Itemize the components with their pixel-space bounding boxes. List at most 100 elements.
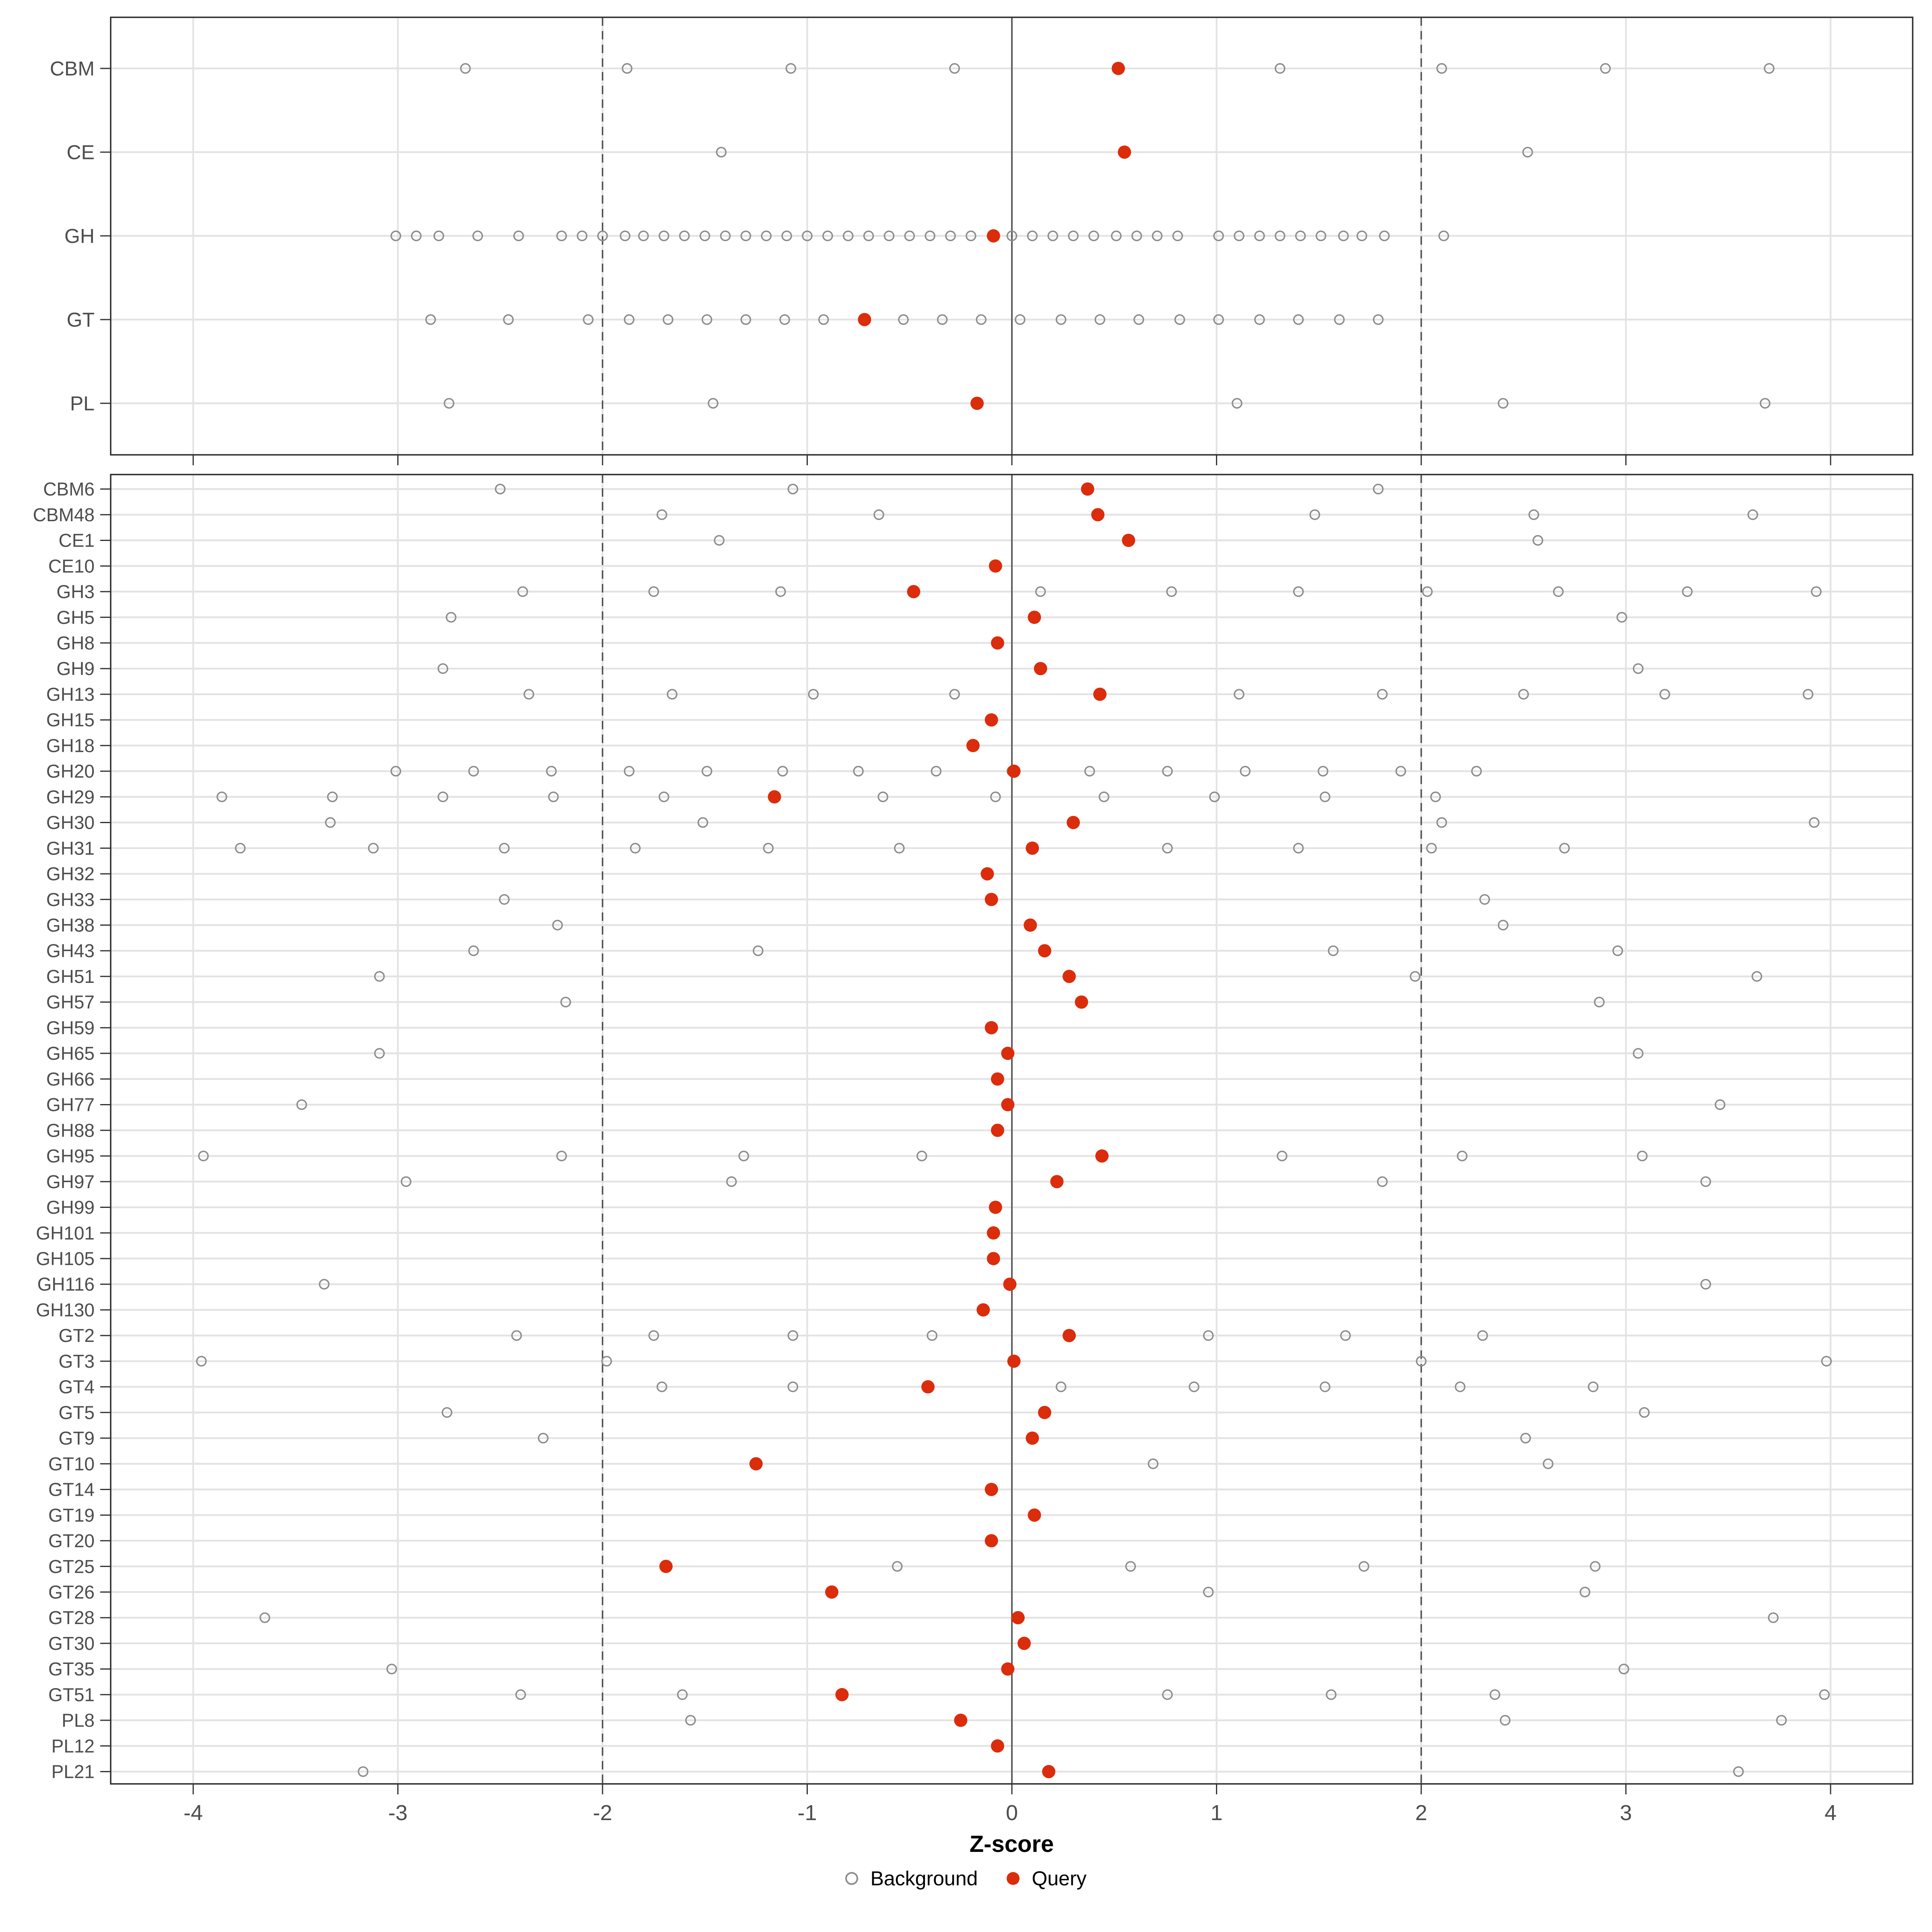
legend-label-background: Background bbox=[870, 1867, 978, 1890]
background-point bbox=[1559, 842, 1570, 854]
row-label: GH99 bbox=[46, 1197, 95, 1218]
background-point bbox=[1612, 945, 1623, 956]
background-point bbox=[523, 689, 535, 700]
row-label: PL8 bbox=[62, 1710, 95, 1731]
query-point bbox=[991, 1739, 1004, 1753]
background-point bbox=[1489, 1689, 1501, 1700]
background-point bbox=[1015, 314, 1026, 325]
background-point bbox=[1639, 1407, 1650, 1418]
row-label: GT14 bbox=[48, 1479, 95, 1500]
query-filled-circle-icon bbox=[1007, 1872, 1020, 1885]
row-label: GH20 bbox=[46, 761, 95, 782]
background-point bbox=[1528, 509, 1539, 520]
background-point bbox=[1254, 230, 1265, 242]
background-point bbox=[931, 766, 942, 777]
background-point bbox=[898, 314, 909, 325]
background-point bbox=[740, 314, 751, 325]
background-point bbox=[1209, 791, 1220, 803]
query-point bbox=[1038, 1406, 1051, 1419]
query-point bbox=[1011, 1611, 1025, 1624]
background-point bbox=[927, 1330, 937, 1341]
row-label: GH105 bbox=[36, 1248, 95, 1269]
background-point bbox=[648, 1330, 659, 1341]
row-label: GT5 bbox=[59, 1402, 95, 1423]
background-point bbox=[517, 586, 528, 597]
row-label: CE10 bbox=[48, 555, 95, 576]
background-point bbox=[656, 1381, 667, 1392]
query-point bbox=[1111, 62, 1125, 75]
row-label: GH43 bbox=[46, 940, 95, 961]
background-point bbox=[583, 314, 594, 325]
row-label: GT bbox=[67, 309, 95, 331]
background-point bbox=[1616, 612, 1627, 623]
query-point bbox=[1093, 687, 1107, 701]
background-point bbox=[1340, 1330, 1351, 1341]
background-point bbox=[1410, 971, 1420, 982]
query-point bbox=[1081, 482, 1094, 496]
background-point bbox=[1700, 1176, 1711, 1187]
row-label: GH32 bbox=[46, 863, 95, 884]
background-point bbox=[319, 1279, 330, 1290]
background-point bbox=[1047, 230, 1058, 242]
background-point bbox=[1700, 1279, 1711, 1290]
row-label: GH116 bbox=[37, 1274, 95, 1295]
background-point bbox=[677, 1689, 688, 1700]
background-point bbox=[1088, 230, 1099, 242]
background-point bbox=[1328, 945, 1339, 956]
background-point bbox=[1589, 1561, 1601, 1572]
background-point bbox=[1500, 1715, 1511, 1726]
background-point bbox=[1479, 894, 1490, 905]
query-point bbox=[1003, 1278, 1017, 1291]
x-tick-label: -4 bbox=[184, 1801, 203, 1825]
background-point bbox=[556, 1150, 567, 1162]
row-label: GT19 bbox=[48, 1505, 95, 1525]
legend-item-query: Query bbox=[1007, 1867, 1087, 1890]
row-label: GH9 bbox=[56, 658, 95, 679]
query-point bbox=[985, 713, 998, 727]
background-point bbox=[925, 230, 935, 242]
background-point bbox=[1166, 586, 1177, 597]
row-label: GH18 bbox=[46, 735, 95, 756]
background-point bbox=[697, 817, 708, 828]
background-point bbox=[546, 766, 557, 777]
background-point bbox=[775, 586, 786, 597]
row-label: GH51 bbox=[46, 966, 95, 987]
background-point bbox=[1162, 842, 1173, 854]
background-point bbox=[472, 230, 483, 242]
legend: Background Query bbox=[0, 1867, 1932, 1890]
background-point bbox=[390, 766, 401, 777]
background-point bbox=[679, 230, 690, 242]
background-point bbox=[1319, 791, 1331, 803]
background-point bbox=[468, 945, 479, 956]
query-point bbox=[1075, 995, 1088, 1009]
query-point bbox=[907, 585, 921, 599]
background-point bbox=[425, 314, 436, 325]
background-point bbox=[1455, 1381, 1466, 1392]
background-point bbox=[1295, 230, 1306, 242]
query-point bbox=[991, 636, 1004, 650]
background-point bbox=[1594, 997, 1605, 1007]
background-point bbox=[1819, 1689, 1830, 1700]
query-point bbox=[980, 867, 994, 881]
background-point bbox=[460, 63, 471, 74]
background-point bbox=[513, 230, 524, 242]
background-point bbox=[444, 398, 454, 409]
background-point bbox=[1637, 1150, 1648, 1162]
row-label: GH130 bbox=[36, 1299, 95, 1320]
query-point bbox=[1028, 611, 1041, 624]
background-point bbox=[700, 230, 710, 242]
background-point bbox=[1172, 230, 1183, 242]
background-point bbox=[1436, 63, 1447, 74]
background-point bbox=[949, 689, 960, 700]
background-point bbox=[1430, 791, 1441, 803]
background-point bbox=[1334, 314, 1345, 325]
query-point bbox=[1018, 1637, 1031, 1650]
background-point bbox=[802, 230, 813, 242]
background-point bbox=[685, 1715, 696, 1726]
background-point bbox=[1776, 1715, 1787, 1726]
background-point bbox=[1293, 586, 1304, 597]
background-point bbox=[576, 230, 588, 242]
row-label: GT10 bbox=[48, 1453, 95, 1474]
background-point bbox=[1213, 314, 1224, 325]
background-point bbox=[1232, 398, 1243, 409]
